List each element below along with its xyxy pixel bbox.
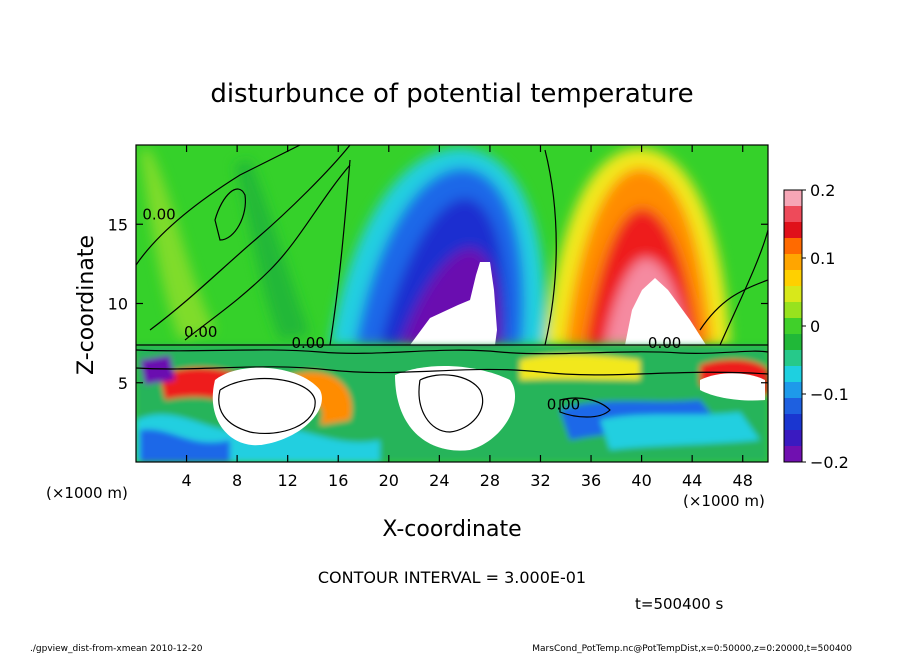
white-swirl-2: [395, 365, 516, 451]
cold-core: [410, 262, 497, 345]
colorbar-swatch: [784, 238, 802, 255]
y-tick-label: 10: [108, 295, 128, 314]
colorbar-swatch: [784, 222, 802, 239]
x-tick-label: 16: [328, 471, 348, 490]
footer-right: MarsCond_PotTemp.nc@PotTempDist,x=0:5000…: [532, 644, 852, 654]
colorbar-tick-label: 0.2: [810, 181, 835, 200]
x-unit-left: (×1000 m): [46, 484, 128, 502]
contour-label: 0.00: [547, 396, 580, 414]
colorbar-swatch: [784, 350, 802, 367]
colorbar-swatch: [784, 366, 802, 383]
x-tick-label: 28: [480, 471, 500, 490]
x-tick-label: 48: [733, 471, 753, 490]
x-tick-label: 8: [232, 471, 242, 490]
contour-label: 0.00: [648, 334, 681, 352]
colorbar-swatch: [784, 302, 802, 319]
colorbar-tick-label: −0.2: [810, 453, 849, 472]
contour-lines: [136, 145, 768, 434]
colorbar-swatch: [784, 270, 802, 287]
colorbar-tick-label: 0: [810, 317, 820, 336]
colorbar-swatch: [784, 430, 802, 447]
y-tick-label: 15: [108, 215, 128, 234]
colorbar-swatch: [784, 334, 802, 351]
green-dark-band: [235, 160, 310, 340]
warm-core: [625, 278, 706, 345]
contour-label: 0.00: [291, 334, 324, 352]
x-tick-label: 36: [581, 471, 601, 490]
colorbar-tick-label: 0.1: [810, 249, 835, 268]
x-tick-label: 24: [429, 471, 449, 490]
colorbar-tick-label: −0.1: [810, 385, 849, 404]
colorbar-swatch: [784, 398, 802, 415]
colorbar-swatch: [784, 382, 802, 399]
x-tick-label: 12: [278, 471, 298, 490]
y-axis: 5 10 15: [108, 215, 768, 393]
colorbar: 0.2 0.1 0 −0.1 −0.2: [783, 181, 849, 472]
contour-labels: 0.00 0.00 0.00 0.00 0.00: [142, 205, 681, 413]
x-tick-label: 20: [379, 471, 399, 490]
footer-left: ./gpview_dist-from-xmean 2010-12-20: [30, 644, 203, 654]
y-axis-label: Z-coordinate: [74, 235, 99, 375]
x-axis-label: X-coordinate: [382, 517, 521, 542]
contour-label: 0.00: [142, 205, 175, 223]
colorbar-swatch: [784, 206, 802, 223]
colorbar-swatch: [784, 254, 802, 271]
x-axis: 4 8 12 16 20 24 28 32 36 40 44 48: [181, 145, 753, 490]
y-tick-label: 5: [118, 374, 128, 393]
x-tick-label: 32: [530, 471, 550, 490]
x-tick-label: 4: [181, 471, 191, 490]
x-tick-label: 40: [631, 471, 651, 490]
colorbar-swatch: [784, 190, 802, 207]
white-swirl-1: [212, 367, 322, 446]
colorbar-swatch: [784, 446, 802, 463]
colorbar-swatch: [784, 414, 802, 431]
plot-area: [136, 145, 768, 462]
time-stamp: t=500400 s: [635, 595, 723, 613]
x-tick-label: 44: [682, 471, 702, 490]
contour-interval: CONTOUR INTERVAL = 3.000E-01: [318, 568, 586, 587]
colorbar-swatch: [784, 286, 802, 303]
colorbar-swatch: [784, 318, 802, 335]
contour-label: 0.00: [184, 323, 217, 341]
chart-title: disturbunce of potential temperature: [210, 79, 693, 109]
x-unit-right: (×1000 m): [683, 492, 765, 510]
white-swirl-3: [700, 373, 765, 401]
